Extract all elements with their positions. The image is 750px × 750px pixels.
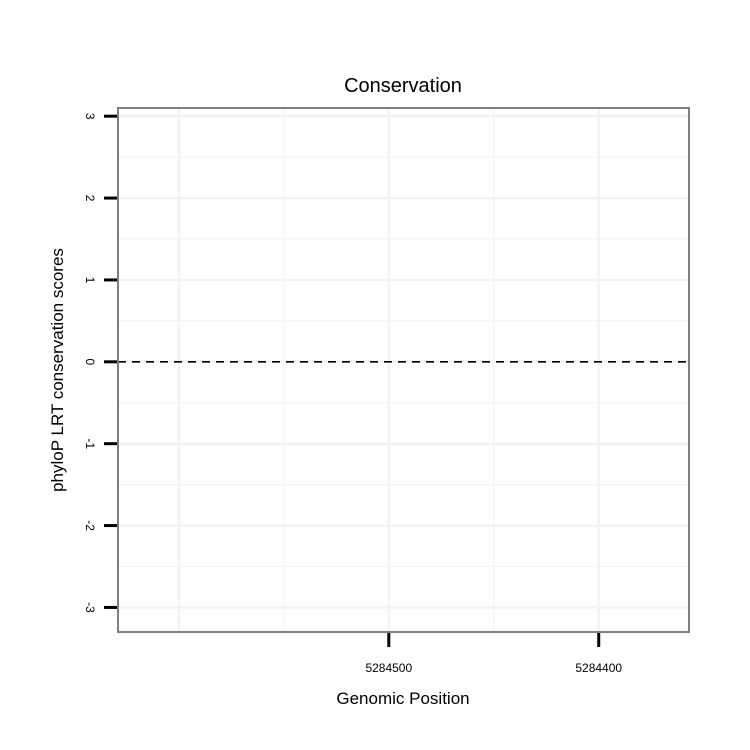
grid (118, 108, 689, 632)
y-axis: -3 -2 -1 0 1 2 3 (83, 113, 117, 613)
x-tick-label: 5284500 (365, 661, 412, 675)
y-axis-title: phyloP LRT conservation scores (48, 248, 67, 492)
x-tick-label: 5284400 (575, 661, 622, 675)
chart-title: Conservation (344, 75, 462, 97)
plot-frame (117, 107, 690, 633)
y-tick-label: -3 (83, 602, 97, 613)
y-tick-label: 0 (83, 358, 97, 365)
y-tick-label: -1 (83, 438, 97, 449)
y-tick-label: -2 (83, 520, 97, 531)
y-tick-label: 1 (83, 277, 97, 284)
y-tick-label: 2 (83, 195, 97, 202)
y-tick-label: 3 (83, 113, 97, 120)
x-axis: 5284500 5284400 (365, 633, 622, 675)
x-axis-title: Genomic Position (336, 689, 469, 708)
